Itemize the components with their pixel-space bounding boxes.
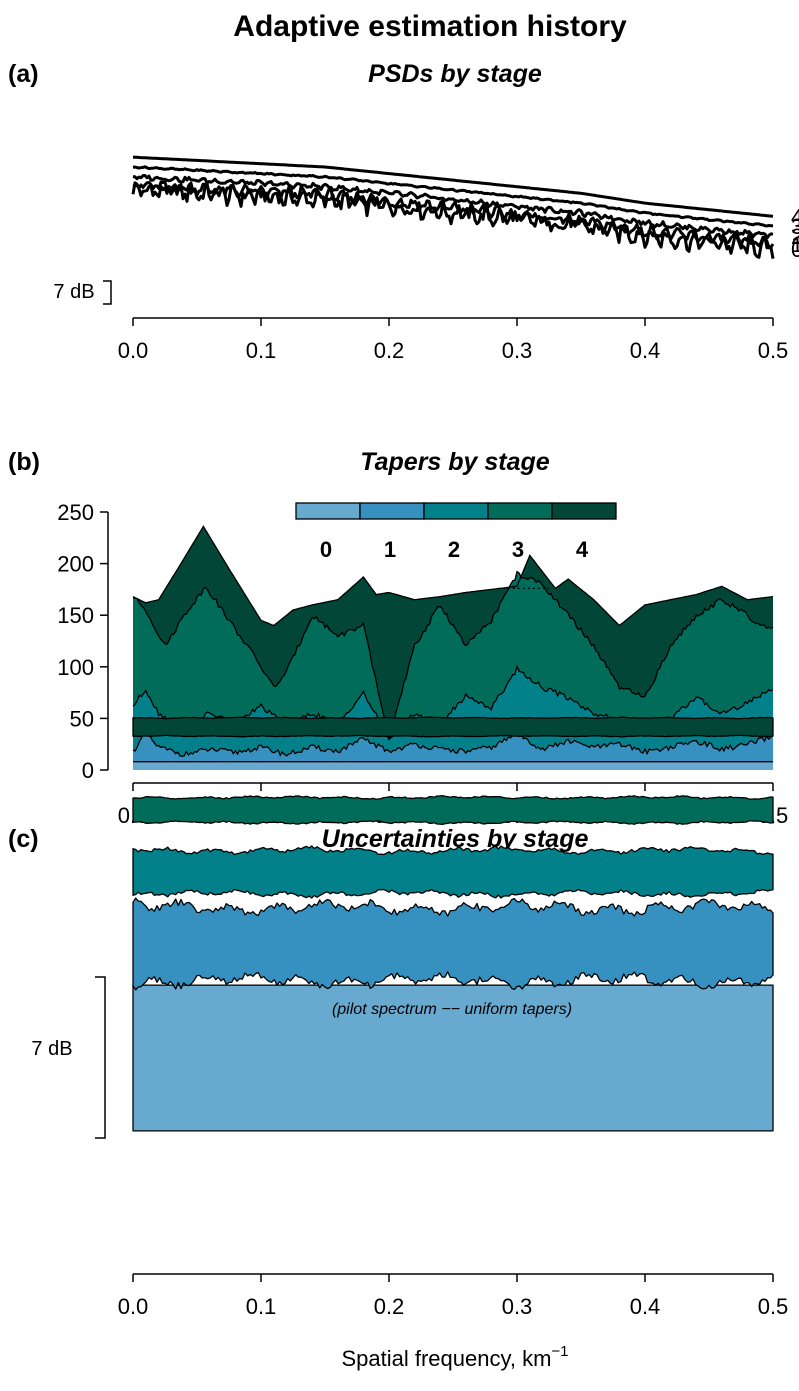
panel-c-x-tick-label: 0.3	[502, 1294, 533, 1319]
psd-label-stage-1: 1	[791, 232, 799, 257]
legend-label-stage-2: 2	[448, 537, 460, 562]
panel-a-scale-label: 7 dB	[53, 281, 94, 303]
x-axis-label: Spatial frequency, km−1	[341, 1343, 568, 1371]
panel-a-x-tick-label: 0.3	[502, 338, 533, 363]
legend-swatch-stage-4	[551, 502, 617, 520]
taper-line-stage-3	[132, 570, 774, 741]
panel-a-title: PSDs by stage	[368, 60, 542, 88]
panel-b-y-tick-label: 0	[82, 758, 94, 783]
panel-c-scale-bar	[95, 976, 106, 1139]
psd-line-stage-1	[132, 180, 775, 250]
panel-c-x-tick-label: 0.4	[630, 1294, 661, 1319]
psd-line-stage-2	[132, 174, 774, 240]
psd-line-stage-4	[132, 155, 774, 218]
panel-b-y-tick-label: 100	[57, 655, 94, 680]
panel-c-x-tick-label: 0.1	[246, 1294, 277, 1319]
panel-c-note: (pilot spectrum −− uniform tapers)	[332, 1001, 572, 1018]
panel-b-label: (b)	[8, 448, 40, 476]
taper-area-stage-3	[133, 571, 773, 740]
psd-label-stage-4: 4	[791, 204, 799, 229]
psd-line-stage-3	[132, 165, 773, 228]
panel-a-x-tick-label: 0.4	[630, 338, 661, 363]
panel-b-legend: 0 1 2 3 4	[295, 502, 617, 562]
panel-a-label: (a)	[8, 60, 39, 88]
figure-title: Adaptive estimation history	[233, 10, 627, 43]
legend-label-stage-3: 3	[512, 537, 524, 562]
legend-swatch-stage-0	[295, 502, 361, 520]
uncertainty-band-stage-1	[132, 897, 774, 991]
panel-c-label: (c)	[8, 825, 39, 853]
uncertainty-band-stage-2	[132, 845, 774, 899]
panel-a-x-axis: 0.0 0.1 0.2 0.3 0.4 0.5	[118, 317, 789, 363]
panel-b-y-tick-label: 50	[70, 706, 94, 731]
taper-area-stage-4	[133, 526, 773, 739]
panel-c-plot	[132, 716, 774, 1132]
x-axis-label-exponent: −1	[551, 1343, 568, 1360]
panel-c-scale-label: 7 dB	[31, 1038, 72, 1060]
taper-line-stage-1	[132, 732, 774, 757]
legend-label-stage-4: 4	[576, 537, 589, 562]
psd-label-stage-0: 0	[791, 237, 799, 262]
uncertainty-band-stage-4	[132, 716, 774, 738]
legend-swatch-stage-2	[423, 502, 489, 520]
panel-a-x-tick-label: 0.5	[758, 338, 789, 363]
x-axis-label-text: Spatial frequency, km	[341, 1346, 551, 1371]
uncertainty-band-stage-0	[132, 984, 774, 1132]
legend-swatch-stage-3	[487, 502, 553, 520]
psd-label-stage-2: 2	[791, 224, 799, 249]
panel-a-x-tick-label: 0.1	[246, 338, 277, 363]
panel-c-x-tick-label: 0.5	[758, 1294, 789, 1319]
legend-label-stage-1: 1	[384, 537, 396, 562]
taper-area-stage-1	[133, 733, 773, 762]
panel-a-scale-bar	[103, 280, 112, 305]
uncertainty-band-stage-3	[132, 794, 774, 826]
panel-c-x-tick-label: 0.0	[118, 1294, 149, 1319]
legend-label-stage-0: 0	[320, 537, 332, 562]
panel-b-y-tick-label: 250	[57, 500, 94, 525]
panel-b-y-axis: 0 50 100 150 200 250	[57, 500, 109, 783]
panel-c-x-tick-label: 0.2	[374, 1294, 405, 1319]
legend-swatch-stage-1	[359, 502, 425, 520]
taper-area-stage-0	[133, 761, 773, 770]
panel-b-title: Tapers by stage	[360, 448, 550, 476]
panel-a-x-tick-label: 0.0	[118, 338, 149, 363]
panel-c-title: Uncertainties by stage	[322, 825, 589, 853]
psd-label-stage-3: 3	[791, 214, 799, 239]
panel-c-x-axis: 0.0 0.1 0.2 0.3 0.4 0.5	[118, 1273, 789, 1319]
taper-line-stage-4	[132, 525, 774, 627]
panel-a-x-tick-label: 0.2	[374, 338, 405, 363]
panel-b-y-tick-label: 150	[57, 603, 94, 628]
panel-b-y-tick-label: 200	[57, 552, 94, 577]
psd-line-stage-0	[131, 181, 775, 259]
